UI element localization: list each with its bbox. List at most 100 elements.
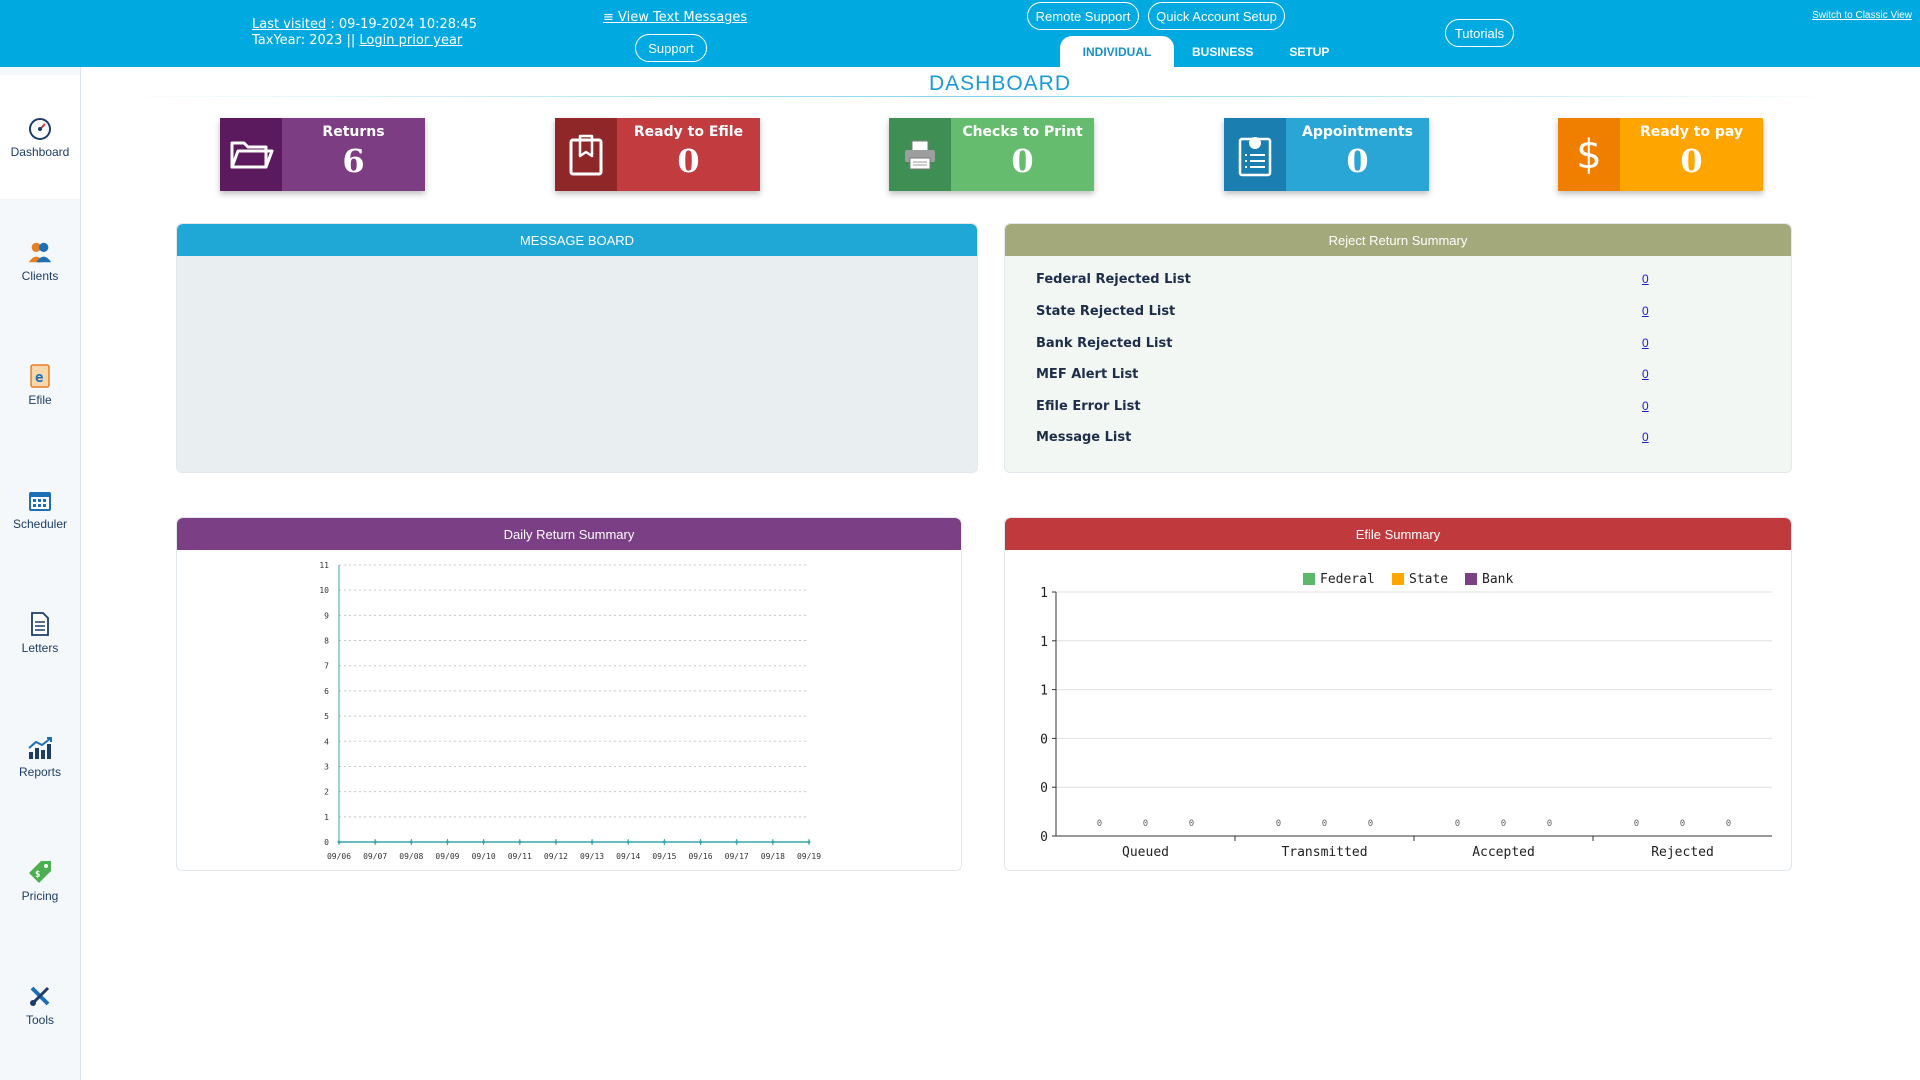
y-tick-label: 0 [324, 838, 329, 847]
last-visited-link[interactable]: Last visited [252, 17, 327, 32]
sidebar-item-label: Clients [21, 269, 59, 283]
ready-to-pay-card[interactable]: $ Ready to pay 0 [1558, 118, 1763, 191]
sidebar-item-dashboard[interactable]: Dashboard [0, 75, 80, 199]
sidebar-item-tools[interactable]: Tools [0, 943, 80, 1067]
login-prior-year-link[interactable]: Login prior year [359, 33, 463, 48]
legend-label: State [1409, 572, 1448, 587]
dollar-icon: $ [1558, 118, 1620, 191]
y-tick-label: 1 [1040, 635, 1048, 650]
x-tick-label: Queued [1122, 845, 1169, 860]
y-tick-label: 9 [324, 611, 329, 620]
x-tick-label: Transmitted [1281, 845, 1367, 860]
y-tick-label: 8 [324, 637, 329, 646]
reject-summary-title: Reject Return Summary [1005, 224, 1791, 256]
x-tick-label: 09/07 [363, 852, 387, 861]
sidebar-item-efile[interactable]: e Efile [0, 323, 80, 447]
data-point [771, 840, 775, 844]
x-tick-label: 09/14 [616, 852, 640, 861]
printer-icon [889, 118, 951, 191]
x-tick-label: 09/15 [652, 852, 676, 861]
view-text-messages-link[interactable]: ≡ View Text Messages [603, 10, 748, 25]
reject-row-label: Bank Rejected List [1036, 336, 1173, 351]
data-label: 0 [1726, 819, 1731, 829]
data-point [373, 840, 377, 844]
legend-swatch [1392, 573, 1404, 585]
data-point [626, 840, 630, 844]
data-point [518, 840, 522, 844]
mef-alert-count-link[interactable]: 0 [1642, 367, 1649, 381]
switch-classic-view-link[interactable]: Switch to Classic View [1812, 10, 1912, 21]
tab-business[interactable]: BUSINESS [1192, 44, 1254, 59]
y-tick-label: 11 [319, 561, 329, 570]
top-header: Last visited : 09-19-2024 10:28:45 TaxYe… [0, 0, 1920, 67]
card-label: Returns [322, 124, 385, 140]
x-tick-label: 09/13 [580, 852, 604, 861]
support-button[interactable]: Support [635, 34, 707, 62]
reject-row-label: Message List [1036, 430, 1132, 445]
data-label: 0 [1501, 819, 1506, 829]
data-label: 0 [1189, 819, 1194, 829]
message-list-count-link[interactable]: 0 [1642, 430, 1649, 444]
card-label: Ready to Efile [633, 124, 744, 140]
sidebar-item-reports[interactable]: Reports [0, 695, 80, 819]
tab-individual[interactable]: INDIVIDUAL [1060, 36, 1174, 67]
sidebar-item-label: Scheduler [12, 517, 68, 531]
federal-rejected-count-link[interactable]: 0 [1642, 272, 1649, 286]
sidebar-item-label: Reports [18, 765, 62, 779]
efile-summary-panel: Efile Summary Federal State Bank 1 1 1 0 0 0 Queu… [1004, 517, 1792, 871]
y-tick-label: 5 [324, 712, 329, 721]
x-tick-label: 09/18 [761, 852, 785, 861]
data-label: 0 [1455, 819, 1460, 829]
letters-icon [27, 611, 53, 637]
x-tick-label: Rejected [1651, 845, 1714, 860]
legend-label: Bank [1482, 572, 1513, 587]
pricing-icon: $ [27, 859, 53, 885]
data-point [482, 840, 486, 844]
y-tick-label: 2 [324, 788, 329, 797]
returns-card[interactable]: Returns 6 [220, 118, 425, 191]
ready-to-efile-card[interactable]: Ready to Efile 0 [555, 118, 760, 191]
data-point [590, 840, 594, 844]
card-label: Ready to pay [1639, 124, 1744, 140]
svg-text:e: e [35, 370, 43, 386]
x-tick-label: Accepted [1472, 845, 1535, 860]
data-label: 0 [1276, 819, 1281, 829]
clients-icon [27, 239, 53, 265]
data-label: 0 [1097, 819, 1102, 829]
checks-to-print-card[interactable]: Checks to Print 0 [889, 118, 1094, 191]
clipboard-icon [555, 118, 617, 191]
x-tick-label: 09/16 [688, 852, 712, 861]
sidebar-item-scheduler[interactable]: Scheduler [0, 447, 80, 571]
tutorials-button[interactable]: Tutorials [1445, 19, 1514, 47]
dashboard-icon [27, 115, 53, 141]
y-tick-label: 6 [324, 687, 329, 696]
appointments-card[interactable]: Appointments 0 [1224, 118, 1429, 191]
y-tick-label: 0 [1040, 732, 1048, 747]
sidebar-item-pricing[interactable]: $ Pricing [0, 819, 80, 943]
tab-setup[interactable]: SETUP [1289, 44, 1330, 59]
daily-return-chart: 0 1 2 3 4 5 6 7 8 9 10 11 09/06 09/07 09/08 09/09 09/10 0… [319, 561, 821, 861]
card-label: Appointments [1301, 124, 1414, 140]
y-tick-label: 1 [324, 813, 329, 822]
sidebar-item-clients[interactable]: Clients [0, 199, 80, 323]
last-visited-value: : 09-19-2024 10:28:45 [330, 17, 477, 32]
y-tick-label: 0 [1040, 830, 1048, 845]
reports-icon [27, 735, 53, 761]
data-point [699, 840, 703, 844]
folder-icon [220, 118, 282, 191]
quick-account-setup-button[interactable]: Quick Account Setup [1148, 2, 1285, 30]
card-label: Checks to Print [962, 124, 1083, 140]
state-rejected-count-link[interactable]: 0 [1642, 304, 1649, 318]
efile-summary-title: Efile Summary [1005, 518, 1791, 550]
efile-icon: e [27, 363, 53, 389]
bank-rejected-count-link[interactable]: 0 [1642, 336, 1649, 350]
data-point [445, 840, 449, 844]
remote-support-button[interactable]: Remote Support [1027, 2, 1139, 30]
sidebar-item-letters[interactable]: Letters [0, 571, 80, 695]
svg-text:$: $ [35, 870, 40, 880]
efile-error-count-link[interactable]: 0 [1642, 399, 1649, 413]
title-divider [120, 96, 1840, 97]
separator: || [346, 33, 356, 48]
legend-swatch [1303, 573, 1315, 585]
x-tick-label: 09/17 [725, 852, 749, 861]
